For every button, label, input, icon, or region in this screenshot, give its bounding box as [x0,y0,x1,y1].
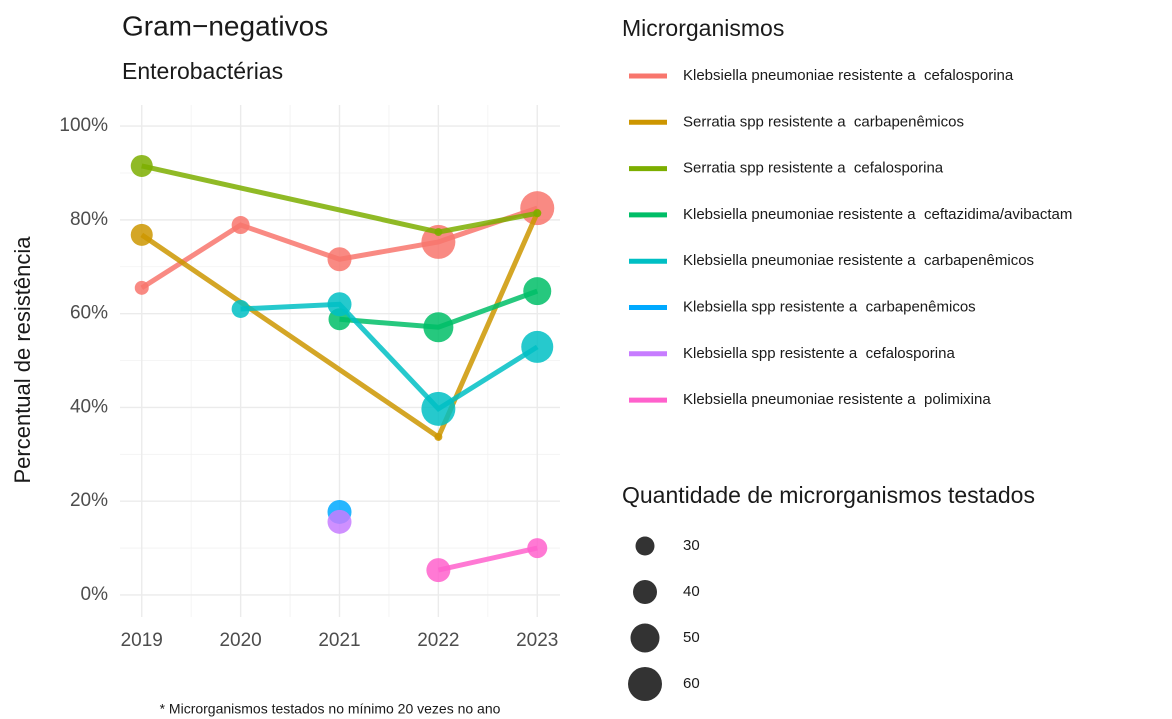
data-point [421,224,456,259]
size-legend-label: 40 [683,583,700,600]
data-point [421,391,456,426]
x-tick-label: 2019 [121,630,163,651]
size-legend-key [635,536,655,556]
x-tick-label: 2021 [318,630,360,651]
size-legend-label: 30 [683,537,700,554]
x-tick-label: 2023 [516,630,558,651]
series-line [437,545,538,573]
legend-label: Serratia spp resistente a cefalosporina [683,160,944,177]
data-point [327,509,352,534]
data-point [130,154,153,177]
y-tick-label: 40% [70,396,108,417]
legend-label: Klebsiella pneumoniae resistente a carba… [683,252,1034,269]
legend-label: Klebsiella pneumoniae resistente a cefta… [683,206,1072,223]
data-point [130,223,153,246]
chart-title: Gram−negativos [122,10,328,41]
size-legend-title: Quantidade de microrganismos testados [622,482,1035,508]
size-legend-key [633,580,657,604]
x-tick-label: 2020 [219,630,261,651]
legend-label: Serratia spp resistente a carbapenêmicos [683,113,964,130]
data-point [521,330,554,363]
data-point [434,228,443,237]
data-point [520,191,555,226]
size-legend-key [630,623,660,653]
size-legend-label: 50 [683,629,700,646]
legend-label: Klebsiella pneumoniae resistente a polim… [683,391,991,408]
data-point [231,216,250,235]
legend-title: Microrganismos [622,15,784,41]
y-tick-label: 20% [70,490,108,511]
x-tick-label: 2022 [417,630,459,651]
y-tick-label: 80% [70,209,108,230]
data-point [134,280,149,295]
y-tick-label: 60% [70,303,108,324]
caption: * Microrganismos testados no mínimo 20 v… [160,701,501,717]
data-point [423,312,454,343]
data-point [231,299,250,318]
data-point [523,277,552,306]
data-point [533,209,542,218]
data-point [426,558,451,583]
y-tick-label: 100% [59,115,108,136]
y-tick-label: 0% [81,584,109,605]
legend-label: Klebsiella pneumoniae resistente a cefal… [683,67,1014,84]
data-point [527,538,548,559]
size-legend-key [628,667,662,701]
data-point [327,247,352,272]
size-legend-label: 60 [683,675,700,692]
legend-label: Klebsiella spp resistente a cefalosporin… [683,345,955,362]
data-point [327,292,352,317]
series-line [240,301,539,413]
chart-subtitle: Enterobactérias [122,58,283,84]
data-point [434,432,443,441]
y-axis-label: Percentual de resistência [10,236,35,484]
legend-label: Klebsiella spp resistente a carbapenêmic… [683,298,976,315]
